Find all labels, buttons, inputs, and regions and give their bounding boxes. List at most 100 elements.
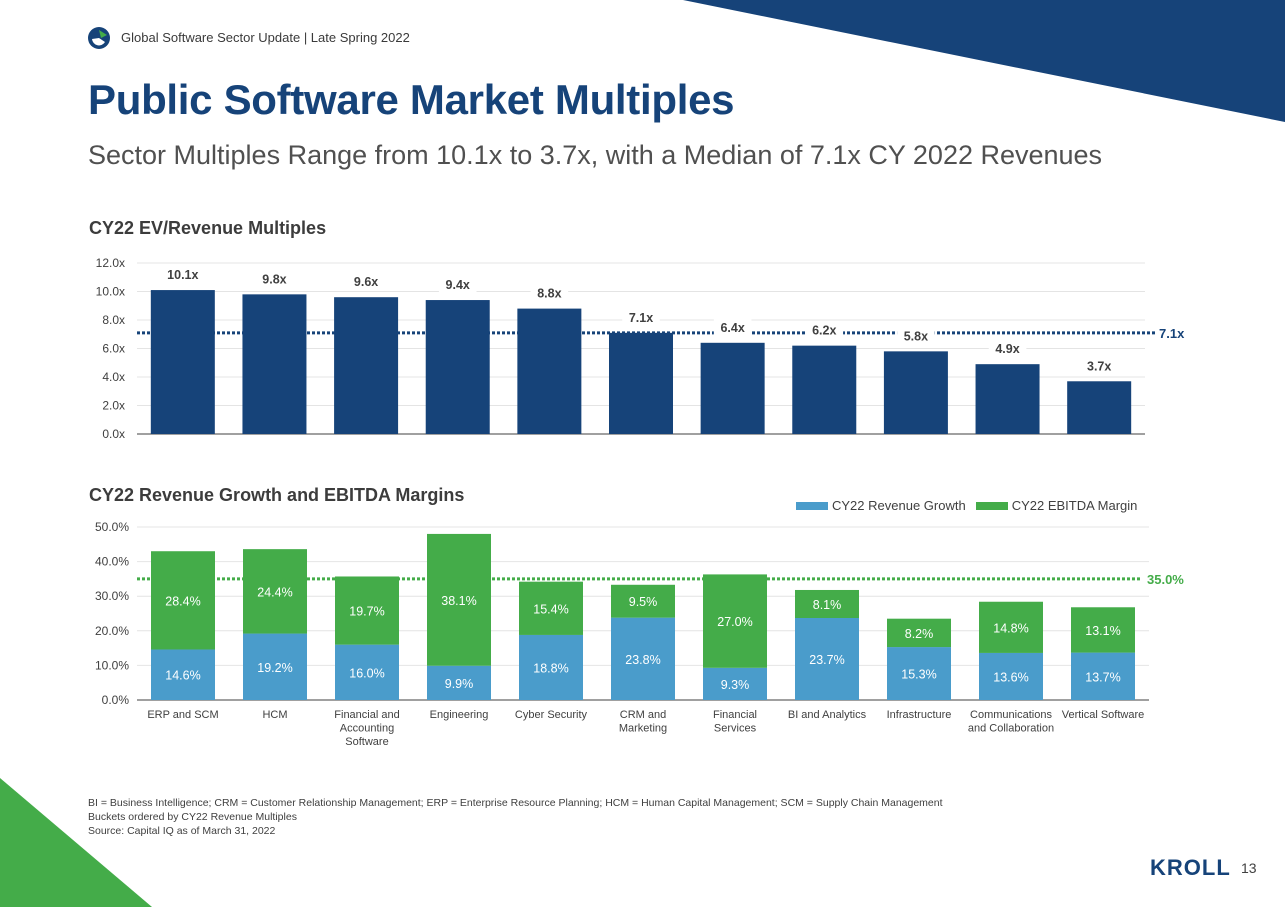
bar <box>792 345 857 434</box>
bar <box>242 294 307 434</box>
y-tick-label: 10.0% <box>95 658 129 672</box>
y-tick-label: 50.0% <box>95 520 129 534</box>
revenue-growth-bar <box>427 665 491 700</box>
ebitda-margin-label: 8.2% <box>905 627 934 641</box>
x-tick-label-line: Financial <box>713 709 757 721</box>
revenue-growth-bar <box>611 617 675 700</box>
y-tick-label: 30.0% <box>95 589 129 603</box>
legend-swatch-green <box>975 501 1008 510</box>
report-title: Global Software Sector Update | Late Spr… <box>121 30 410 45</box>
y-tick-label: 20.0% <box>95 624 129 638</box>
data-label: 7.1x <box>629 311 653 325</box>
bar <box>517 308 582 434</box>
revenue-growth-label: 9.3% <box>721 678 750 692</box>
footnote-source: Source: Capital IQ as of March 31, 2022 <box>88 825 276 837</box>
ebitda-margin-bar <box>427 533 491 666</box>
y-tick-label: 12.0x <box>96 256 125 270</box>
x-tick-label-line: Vertical Software <box>1062 709 1145 721</box>
revenue-growth-label: 23.7% <box>809 653 844 667</box>
bar <box>700 342 765 434</box>
revenue-growth-bar <box>519 634 583 700</box>
y-tick-label: 6.0x <box>102 342 125 356</box>
data-label-bg <box>988 340 1027 358</box>
y-tick-label: 4.0x <box>102 370 125 384</box>
x-tick-label-line: Infrastructure <box>887 709 952 721</box>
x-tick-label-line: HCM <box>262 709 287 721</box>
data-label: 9.6x <box>354 275 378 289</box>
data-label: 4.9x <box>995 342 1019 356</box>
ebitda-margin-label: 15.4% <box>533 602 568 616</box>
data-label: 9.4x <box>446 278 470 292</box>
ebitda-margin-bar <box>979 601 1043 653</box>
revenue-growth-bar <box>703 667 767 700</box>
revenue-growth-label: 19.2% <box>257 661 292 675</box>
footnote-abbreviations: BI = Business Intelligence; CRM = Custom… <box>88 797 943 809</box>
legend-label-ebitda-margin: CY22 EBITDA Margin <box>1011 498 1138 513</box>
x-tick-label: Communications and Collaboration <box>968 709 1054 735</box>
x-tick-label-line: Software <box>345 736 388 748</box>
ebitda-margin-label: 14.8% <box>993 621 1028 635</box>
ebitda-margin-bar <box>795 589 859 618</box>
x-tick-label: ERP and SCM <box>147 709 218 721</box>
bar <box>1067 381 1132 434</box>
page-subtitle: Sector Multiples Range from 10.1x to 3.7… <box>88 140 1103 170</box>
ebitda-margin-bar <box>703 574 767 668</box>
data-label-bg <box>160 266 206 284</box>
revenue-growth-bar <box>795 617 859 700</box>
growth-margin-chart: 0.0% 10.0% 20.0% 30.0% 40.0% 50.0% 14.6% 28.4% E… <box>95 520 1184 748</box>
bar <box>150 290 215 434</box>
legend-item-revenue-growth: CY22 Revenue Growth <box>796 498 966 513</box>
reference-label: 35.0% <box>1147 572 1184 587</box>
chart2-legend: CY22 Revenue Growth CY22 EBITDA Margin <box>796 498 1137 513</box>
ev-revenue-chart: 0.0x 2.0x 4.0x 6.0x 8.0x 10.0x 12.0x 7.1x 10.1x 9… <box>96 256 1185 441</box>
x-tick-label: CRM and Marketing <box>619 709 667 735</box>
x-tick-label: BI and Analytics <box>788 709 867 721</box>
ebitda-margin-bar <box>243 549 307 634</box>
revenue-growth-label: 16.0% <box>349 666 384 680</box>
x-tick-label-line: Marketing <box>619 723 667 735</box>
data-label-bg <box>713 318 752 336</box>
data-label: 8.8x <box>537 287 561 301</box>
legend-label-revenue-growth: CY22 Revenue Growth <box>832 498 966 513</box>
x-tick-label: Infrastructure <box>887 709 952 721</box>
bar <box>425 300 490 434</box>
data-label-bg <box>622 308 660 326</box>
footnote-ordering: Buckets ordered by CY22 Revenue Multiple… <box>88 811 297 823</box>
data-label-bg <box>438 276 477 294</box>
page-title: Public Software Market Multiples <box>88 76 735 123</box>
x-tick-label-line: Engineering <box>430 709 489 721</box>
ebitda-margin-bar <box>335 576 399 645</box>
chart2-title: CY22 Revenue Growth and EBITDA Margins <box>89 485 465 505</box>
kroll-logo: KROLL <box>1150 855 1231 880</box>
x-tick-label: Cyber Security <box>515 709 588 721</box>
revenue-growth-bar <box>887 647 951 700</box>
x-tick-label-line: and Collaboration <box>968 723 1054 735</box>
x-tick-label-line: Services <box>714 723 757 735</box>
ebitda-margin-bar <box>887 618 951 648</box>
ebitda-margin-bar <box>611 584 675 618</box>
revenue-growth-label: 14.6% <box>165 669 200 683</box>
data-label: 5.8x <box>904 329 928 343</box>
x-tick-label: HCM <box>262 709 287 721</box>
data-label: 10.1x <box>167 268 198 282</box>
data-label-bg <box>805 321 844 339</box>
ebitda-margin-label: 9.5% <box>629 595 658 609</box>
page-number: 13 <box>1241 860 1257 876</box>
ebitda-margin-label: 27.0% <box>717 615 752 629</box>
chart1-title: CY22 EV/Revenue Multiples <box>89 218 327 238</box>
x-tick-label: Vertical Software <box>1062 709 1145 721</box>
x-tick-label-line: BI and Analytics <box>788 709 867 721</box>
bar <box>609 332 673 434</box>
data-label-bg <box>1080 357 1118 375</box>
data-label-bg <box>347 273 385 291</box>
revenue-growth-bar <box>335 644 399 700</box>
x-tick-label: Engineering <box>430 709 489 721</box>
y-tick-label: 10.0x <box>96 285 125 299</box>
x-tick-label-line: Accounting <box>340 723 394 735</box>
revenue-growth-bar <box>979 652 1043 700</box>
x-tick-label-line: CRM and <box>620 709 666 721</box>
x-tick-label: Financial and Accounting Software <box>334 709 399 748</box>
ebitda-margin-label: 19.7% <box>349 605 384 619</box>
revenue-growth-label: 13.7% <box>1085 670 1120 684</box>
ebitda-margin-bar <box>151 551 215 650</box>
